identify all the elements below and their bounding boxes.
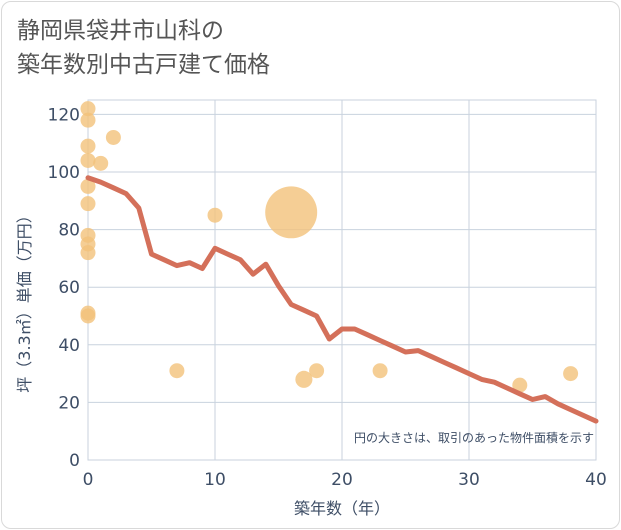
grid [87,99,597,461]
data-point [80,308,96,324]
chart-title: 静岡県袋井市山科の 築年数別中古戸建て価格 [17,14,270,82]
data-point [105,129,121,145]
x-tick-label: 10 [204,470,226,490]
trend-line [85,175,599,424]
x-tick-label: 20 [331,470,353,490]
y-tick-label: 0 [69,451,80,471]
y-tick-label: 60 [58,278,80,298]
y-tick-label: 100 [48,163,80,183]
data-point [80,245,96,261]
x-tick-label: 40 [585,470,607,490]
data-point [80,196,96,212]
data-point [563,366,579,382]
y-tick-label: 80 [58,221,80,241]
data-point [93,155,109,171]
y-tick-label: 40 [58,336,80,356]
x-tick-label: 30 [458,470,480,490]
data-point [80,152,96,168]
size-note: 円の大きさは、取引のあった物件面積を示す [354,430,594,445]
y-tick-label: 120 [48,105,80,125]
data-point [80,178,96,194]
data-point [80,138,96,154]
data-point [295,370,313,388]
data-point [512,377,528,393]
data-point [265,186,318,239]
x-axis-label: 築年数（年） [294,499,390,518]
data-point [207,207,223,223]
data-point [169,363,185,379]
title-line-1: 静岡県袋井市山科の [17,18,224,44]
y-axis-label: 坪（3.3㎡）単価（万円） [15,207,34,392]
axis-ticks: 0 20 40 60 80 100 120 0 10 20 30 40 [48,105,607,490]
trend-line-group [85,175,599,424]
y-tick-label: 20 [58,393,80,413]
points-group [80,101,579,393]
x-tick-label: 0 [83,470,94,490]
data-point [80,112,96,128]
title-line-2: 築年数別中古戸建て価格 [17,52,270,78]
data-point [80,101,96,117]
data-point [372,363,388,379]
data-point [309,363,325,379]
